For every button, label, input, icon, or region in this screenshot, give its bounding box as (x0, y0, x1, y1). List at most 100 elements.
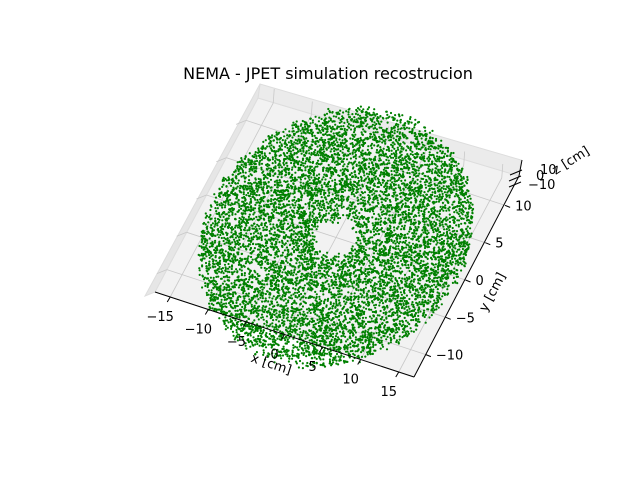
scatter-point (394, 304, 397, 307)
scatter-point (353, 207, 356, 210)
scatter-point (300, 226, 303, 229)
scatter-point (273, 328, 276, 331)
scatter-point (250, 328, 253, 331)
scatter-point (242, 165, 245, 168)
scatter-point (464, 245, 467, 248)
scatter-point (322, 293, 325, 296)
scatter-point (295, 120, 298, 123)
scatter-point (282, 203, 285, 206)
scatter-point (383, 306, 386, 309)
scatter-point (317, 176, 321, 179)
scatter-point (284, 128, 287, 131)
chart-title: NEMA - JPET simulation recostrucion (183, 64, 473, 83)
scatter-point (277, 248, 280, 251)
scatter-point (237, 179, 240, 182)
scatter-point (397, 148, 400, 151)
scatter-point (324, 132, 327, 136)
scatter-point (312, 261, 315, 264)
scatter-point (306, 218, 309, 221)
scatter-point (204, 212, 207, 215)
scatter-point (447, 185, 450, 188)
scatter-point (354, 176, 357, 179)
scatter-point (349, 128, 353, 131)
scatter-point (233, 246, 236, 249)
scatter-point (329, 291, 333, 294)
scatter-point (320, 117, 323, 121)
scatter-point (286, 340, 289, 343)
scatter-point (242, 171, 245, 174)
scatter-point (299, 148, 302, 151)
scatter-point (260, 168, 263, 171)
scatter-point (368, 315, 372, 318)
scatter-point (314, 313, 317, 316)
scatter-point (204, 261, 208, 265)
scatter-point (395, 326, 398, 330)
scatter-point (414, 118, 417, 121)
scatter-point (392, 241, 395, 244)
scatter-point (461, 200, 464, 204)
scatter-point (393, 302, 397, 305)
scatter-point (260, 166, 263, 169)
scatter-point (247, 287, 250, 291)
scatter-point (436, 214, 439, 217)
scatter-point (394, 256, 397, 259)
scatter-point (344, 340, 348, 343)
scatter-point (392, 188, 395, 191)
scatter-point (437, 147, 440, 150)
scatter-point (233, 270, 236, 273)
scatter-point (342, 359, 345, 363)
scatter-point (309, 253, 312, 256)
scatter-point (338, 330, 342, 333)
scatter-point (236, 164, 239, 167)
scatter-point (296, 340, 299, 343)
scatter-point (255, 215, 258, 219)
scatter-point (332, 115, 335, 118)
scatter-point (394, 233, 397, 236)
scatter-point (395, 245, 398, 248)
scatter-point (397, 163, 400, 166)
scatter-point (454, 257, 457, 260)
scatter-point (448, 175, 451, 179)
yz-pane (143, 83, 261, 297)
scatter-point (413, 165, 416, 168)
scatter-point (262, 249, 265, 253)
scatter-point (371, 336, 374, 339)
scatter-point (370, 279, 373, 282)
scatter-point (396, 146, 399, 149)
scatter-point (403, 325, 407, 328)
scatter-point (294, 138, 297, 141)
scatter-point (272, 174, 275, 177)
scatter-point (238, 238, 241, 242)
scatter-point (331, 160, 334, 163)
scatter-point (429, 285, 432, 288)
scatter-point (383, 140, 386, 143)
scatter-point (372, 188, 375, 191)
scatter-point (229, 318, 232, 321)
scatter-point (299, 181, 302, 184)
scatter-point (449, 259, 452, 263)
scatter-point (237, 248, 240, 251)
scatter-point (254, 160, 257, 163)
scatter-point (373, 284, 376, 287)
scatter-point (448, 269, 451, 273)
scatter-point (309, 239, 312, 242)
scatter-point (251, 326, 254, 329)
scatter-point (448, 158, 451, 161)
scatter-point (391, 214, 394, 217)
scatter-point (323, 114, 326, 117)
scatter-point (290, 272, 293, 275)
scatter-point (242, 191, 245, 194)
scatter-point (319, 276, 322, 280)
scatter-point (433, 220, 436, 223)
scatter-point (417, 314, 420, 317)
scatter-point (355, 118, 358, 121)
scatter-point (320, 299, 323, 303)
scatter-point (391, 134, 394, 137)
scatter-point (337, 260, 340, 263)
scatter-point (330, 263, 333, 266)
scatter-point (225, 288, 228, 292)
scatter-point (381, 150, 384, 153)
scatter-point (340, 262, 343, 265)
scatter-point (231, 257, 234, 260)
scatter-point (372, 252, 376, 255)
